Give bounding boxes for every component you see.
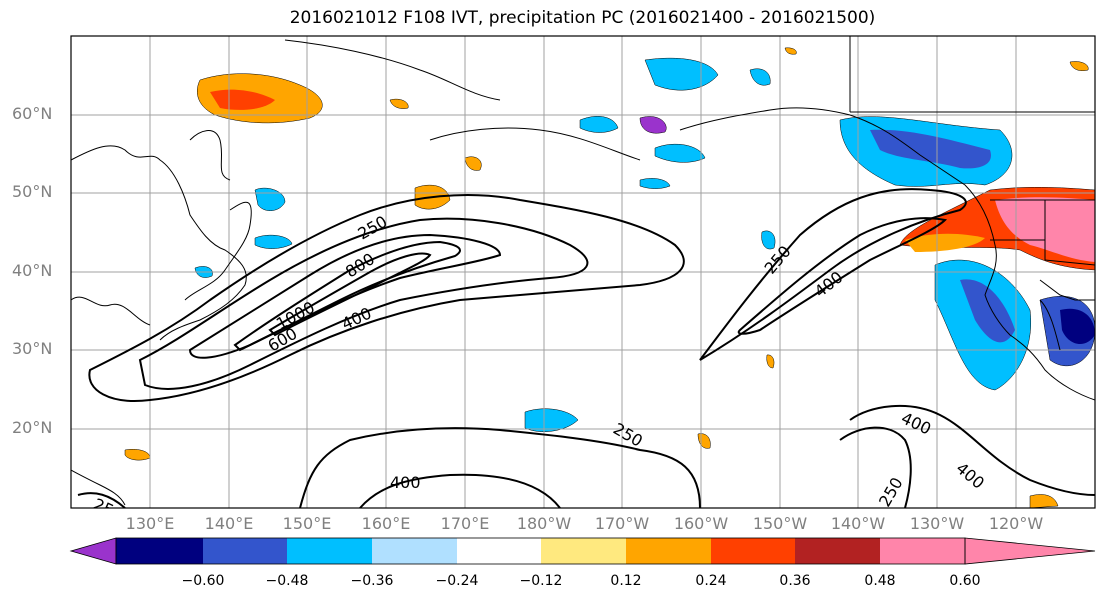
map-panel: 250 800 1000 600 400 250 400 250 400 400…: [71, 36, 1095, 508]
lon-label: 140°W: [830, 514, 886, 533]
lon-label: 120°W: [988, 514, 1044, 533]
map-frame: [70, 35, 1096, 509]
lon-label: 170°W: [594, 514, 650, 533]
colorbar-tick: −0.36: [350, 573, 394, 589]
lon-label: 130°E: [125, 514, 175, 533]
contour-label: 400: [390, 473, 421, 492]
lon-label: 150°W: [752, 514, 808, 533]
ivt-contour-400-west: [138, 217, 589, 390]
ivt-contour-400-southeast: [849, 404, 1095, 496]
colorbar-tick: 0.36: [779, 573, 811, 589]
ivt-contours: [77, 188, 1095, 508]
lon-label: 150°E: [282, 514, 332, 533]
colorbar-tick: 0.24: [695, 573, 727, 589]
ivt-contour-250-southwest: [77, 492, 126, 508]
colorbar-tick: −0.12: [519, 573, 563, 589]
lon-label: 180°W: [516, 514, 572, 533]
colorbar-tick: −0.48: [265, 573, 309, 589]
colorbar: [69, 537, 1096, 565]
lon-label: 130°W: [909, 514, 965, 533]
lat-label: 30°N: [12, 339, 53, 358]
colorbar-tick: −0.24: [435, 573, 479, 589]
coastlines: [71, 39, 1095, 506]
ivt-contour-400-south: [359, 473, 561, 508]
colorbar-tick: 0.60: [949, 573, 981, 589]
lon-label: 160°W: [673, 514, 729, 533]
colorbar-tick: −0.60: [181, 573, 225, 589]
lat-label: 40°N: [12, 261, 53, 280]
lat-label: 20°N: [12, 418, 53, 437]
ivt-contour-250-south: [299, 427, 701, 508]
colorbar-tick: 0.12: [610, 573, 642, 589]
lon-label: 170°E: [440, 514, 490, 533]
ivt-contour-250-west: [88, 194, 685, 402]
map-title: 2016021012 F108 IVT, precipitation PC (2…: [289, 8, 876, 28]
lat-label: 60°N: [12, 104, 53, 123]
graticule: [71, 36, 1095, 508]
ivt-contour-800: [233, 240, 461, 352]
lon-label: 160°E: [361, 514, 411, 533]
precip-negative-anomalies: [194, 57, 1095, 432]
ivt-contour-250-east: [699, 188, 967, 361]
colorbar-tick: 0.48: [864, 573, 896, 589]
lon-label: 140°E: [204, 514, 254, 533]
ivt-contour-250-southeast: [839, 426, 912, 508]
ivt-contour-400-east: [737, 217, 948, 335]
borders: [849, 36, 1095, 301]
lat-label: 50°N: [12, 182, 53, 201]
ivt-contour-1000: [268, 252, 432, 337]
